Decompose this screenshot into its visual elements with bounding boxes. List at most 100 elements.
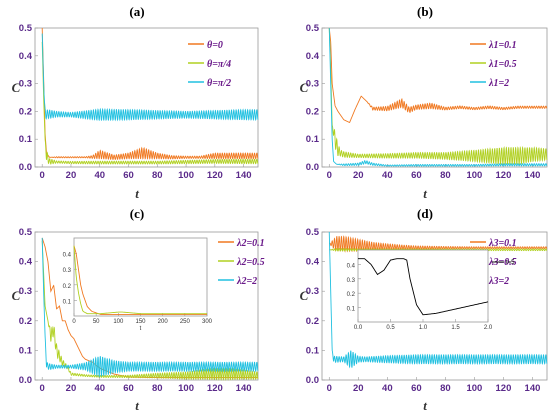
x-tick-label: 140 bbox=[236, 170, 252, 181]
x-tick-label: 100 bbox=[466, 170, 482, 181]
x-tick-label: 120 bbox=[207, 383, 223, 394]
legend-label: λ3=0.5 bbox=[488, 257, 517, 268]
x-tick-label: 40 bbox=[382, 383, 393, 394]
y-axis-label: C bbox=[300, 80, 309, 95]
x-tick-label: 200 bbox=[158, 319, 169, 325]
x-tick-label: 0 bbox=[72, 319, 76, 325]
x-tick-label: 1.0 bbox=[419, 325, 428, 331]
x-axis-label: t bbox=[423, 186, 427, 201]
series-line-1 bbox=[41, 41, 259, 165]
x-tick-label: 120 bbox=[207, 170, 223, 181]
x-tick-label: 300 bbox=[202, 319, 213, 325]
x-axis-label: t bbox=[135, 186, 139, 201]
x-tick-label: 50 bbox=[93, 319, 100, 325]
series-line-2 bbox=[41, 33, 259, 122]
y-tick-label: 0.5 bbox=[306, 23, 320, 34]
plot-frame bbox=[321, 27, 548, 168]
legend-label: θ=0 bbox=[207, 40, 223, 51]
x-tick-label: 140 bbox=[525, 383, 541, 394]
y-tick-label: 0.1 bbox=[19, 345, 33, 356]
series-line-2 bbox=[328, 27, 548, 167]
x-tick-label: 0 bbox=[40, 170, 45, 181]
legend-label: λ3=0.1 bbox=[488, 238, 517, 249]
x-tick-label: 20 bbox=[353, 383, 364, 394]
inset-legend-label: t=5 bbox=[506, 260, 515, 266]
x-tick-label: 60 bbox=[411, 170, 422, 181]
x-tick-label: 100 bbox=[178, 170, 194, 181]
y-tick-label: 0.4 bbox=[306, 257, 320, 268]
inset-plot-3: 0.0 0.5 1.0 1.5 2.0 0.1 0.2 0.3 0.4 bbox=[347, 249, 493, 331]
legend-label: θ=π/2 bbox=[207, 78, 231, 89]
y-tick-label: 0.4 bbox=[19, 51, 33, 62]
series-line-2 bbox=[328, 231, 548, 369]
y-tick-label: 0.5 bbox=[19, 227, 33, 238]
legend-label: λ3=2 bbox=[488, 276, 509, 287]
legend-label: λ2=2 bbox=[236, 276, 257, 287]
x-tick-label: 0.5 bbox=[386, 325, 395, 331]
y-tick-label: 0.3 bbox=[19, 286, 32, 297]
series-line-0 bbox=[41, 27, 259, 161]
y-tick-label: 0.2 bbox=[63, 284, 72, 290]
x-tick-label: 100 bbox=[466, 383, 482, 394]
y-tick-label: 0.2 bbox=[306, 316, 319, 327]
inset-plot-2: 0 50 100 150 200 250 300 0.1 0.2 0.3 0.4 bbox=[63, 237, 213, 325]
y-tick-label: 0.3 bbox=[347, 278, 356, 284]
x-tick-label: 100 bbox=[178, 383, 194, 394]
inset-series-line-0 bbox=[73, 245, 207, 315]
y-tick-label: 0.2 bbox=[19, 106, 32, 117]
plot-0: 0 20 40 60 80 100 120 140 0.0 0.1 0.2 0.3 0.4 0.5 bbox=[19, 23, 259, 181]
series-line-1 bbox=[41, 240, 259, 381]
y-tick-label: 0.4 bbox=[306, 51, 320, 62]
x-tick-label: 60 bbox=[123, 170, 134, 181]
x-tick-label: 1.5 bbox=[451, 325, 460, 331]
x-tick-label: 140 bbox=[525, 170, 541, 181]
y-tick-label: 0.4 bbox=[347, 263, 356, 269]
x-tick-label: 0 bbox=[327, 383, 332, 394]
y-tick-label: 0.4 bbox=[63, 253, 72, 259]
y-tick-label: 0.3 bbox=[19, 79, 32, 90]
legend-label: θ=π/4 bbox=[207, 59, 231, 70]
legend-label: λ1=0.1 bbox=[488, 40, 517, 51]
x-tick-label: 120 bbox=[496, 170, 512, 181]
y-tick-label: 0.1 bbox=[306, 345, 320, 356]
panel-label: (a) bbox=[129, 4, 144, 19]
y-tick-label: 0.5 bbox=[306, 227, 320, 238]
series-line-0 bbox=[328, 27, 548, 123]
x-tick-label: 80 bbox=[440, 383, 451, 394]
y-axis-label: C bbox=[12, 80, 21, 95]
plot-frame bbox=[73, 237, 208, 317]
y-tick-label: 0.2 bbox=[306, 106, 319, 117]
x-tick-label: 40 bbox=[94, 170, 105, 181]
y-tick-label: 0.1 bbox=[63, 299, 72, 305]
x-tick-label: 250 bbox=[180, 319, 191, 325]
y-tick-label: 0.3 bbox=[306, 286, 319, 297]
x-tick-label: 2.0 bbox=[484, 325, 493, 331]
y-tick-label: 0.2 bbox=[19, 316, 32, 327]
x-tick-label: 100 bbox=[113, 319, 124, 325]
x-tick-label: 80 bbox=[440, 170, 451, 181]
x-tick-label: 40 bbox=[382, 170, 393, 181]
x-tick-label: 80 bbox=[152, 170, 163, 181]
y-tick-label: 0.0 bbox=[19, 375, 32, 386]
y-tick-label: 0.4 bbox=[19, 257, 33, 268]
x-tick-label: 120 bbox=[496, 383, 512, 394]
inset-series-line-0 bbox=[358, 258, 489, 316]
x-tick-label: 150 bbox=[135, 319, 146, 325]
y-tick-label: 0.3 bbox=[306, 79, 319, 90]
y-tick-label: 0.0 bbox=[306, 375, 319, 386]
x-tick-label: 20 bbox=[66, 170, 77, 181]
x-tick-label: 60 bbox=[123, 383, 134, 394]
x-tick-label: 80 bbox=[152, 383, 163, 394]
x-tick-label: 140 bbox=[236, 383, 252, 394]
series-line-2 bbox=[41, 237, 259, 378]
y-tick-label: 0.2 bbox=[347, 292, 356, 298]
y-tick-label: 0.0 bbox=[19, 162, 32, 173]
panel-label: (c) bbox=[130, 206, 144, 221]
x-tick-label: 0 bbox=[327, 170, 332, 181]
panel-label: (b) bbox=[417, 4, 433, 19]
y-tick-label: 0.5 bbox=[19, 23, 33, 34]
plot-frame bbox=[357, 249, 489, 323]
x-tick-label: 40 bbox=[94, 383, 105, 394]
y-tick-label: 0.0 bbox=[306, 162, 319, 173]
plot-1: 0 20 40 60 80 100 120 140 0.0 0.1 0.2 0.3 0.4 0.5 bbox=[306, 23, 548, 181]
